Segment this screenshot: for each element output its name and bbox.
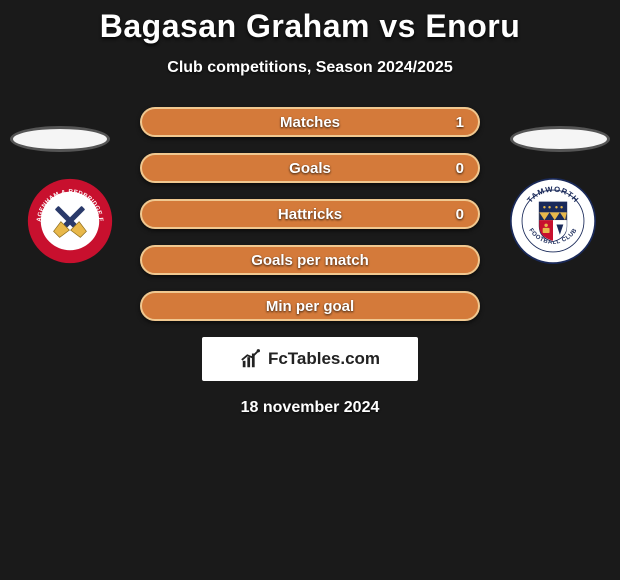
stat-row: Goals0 [140, 153, 480, 183]
stat-row: Matches1 [140, 107, 480, 137]
stat-value: 0 [456, 201, 464, 227]
stat-row: Goals per match [140, 245, 480, 275]
player-ellipse-right [510, 126, 610, 152]
date-text: 18 november 2024 [0, 399, 620, 417]
stat-value: 0 [456, 155, 464, 181]
club-crest-left: DAGENHAM & REDBRIDGE FC 1992 [27, 178, 113, 264]
subtitle: Club competitions, Season 2024/2025 [0, 59, 620, 77]
chart-icon [240, 348, 262, 370]
stat-label: Goals [142, 155, 478, 181]
stat-label: Min per goal [142, 293, 478, 319]
stat-label: Goals per match [142, 247, 478, 273]
watermark-text: FcTables.com [268, 349, 380, 369]
player-ellipse-left [10, 126, 110, 152]
stat-value: 1 [456, 109, 464, 135]
stat-label: Matches [142, 109, 478, 135]
watermark: FcTables.com [202, 337, 418, 381]
stat-row: Hattricks0 [140, 199, 480, 229]
page-title: Bagasan Graham vs Enoru [0, 0, 620, 45]
stats-table: Matches1Goals0Hattricks0Goals per matchM… [140, 107, 480, 321]
stat-label: Hattricks [142, 201, 478, 227]
club-crest-right: TAMWORTH FOOTBALL CLUB [510, 178, 596, 264]
stat-row: Min per goal [140, 291, 480, 321]
